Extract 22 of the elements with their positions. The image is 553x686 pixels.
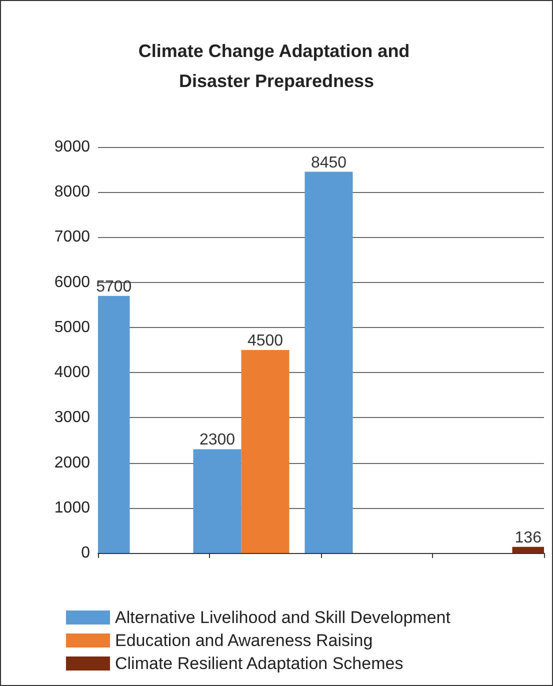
- bar: [512, 546, 544, 553]
- y-tick-label: 3000: [54, 409, 90, 426]
- y-tick-label: 9000: [54, 138, 90, 156]
- y-tick-label: 8000: [54, 184, 90, 201]
- bar: [304, 172, 353, 553]
- y-tick-label: 0: [81, 544, 90, 562]
- legend-label: Climate Resilient Adaptation Schemes: [115, 654, 404, 673]
- data-label: 2300: [199, 432, 236, 449]
- bar: [241, 350, 290, 553]
- legend-label: Education and Awareness Raising: [115, 631, 373, 650]
- chart-title: Climate Change Adaptation and Disaster Preparedness: [138, 41, 415, 91]
- y-tick-label: 1000: [54, 499, 90, 516]
- y-tick-label: 4000: [54, 364, 90, 382]
- data-label: 4500: [247, 332, 284, 350]
- data-label: 8450: [310, 154, 347, 172]
- y-tick-label: 2000: [54, 454, 90, 472]
- data-label: 136: [514, 529, 542, 546]
- y-tick-label: 7000: [54, 228, 90, 246]
- data-label: 5700: [96, 278, 132, 296]
- legend-label: Alternative Livelihood and Skill Development: [115, 608, 451, 627]
- y-tick-label: 6000: [54, 274, 90, 291]
- y-tick-label: 5000: [54, 318, 90, 336]
